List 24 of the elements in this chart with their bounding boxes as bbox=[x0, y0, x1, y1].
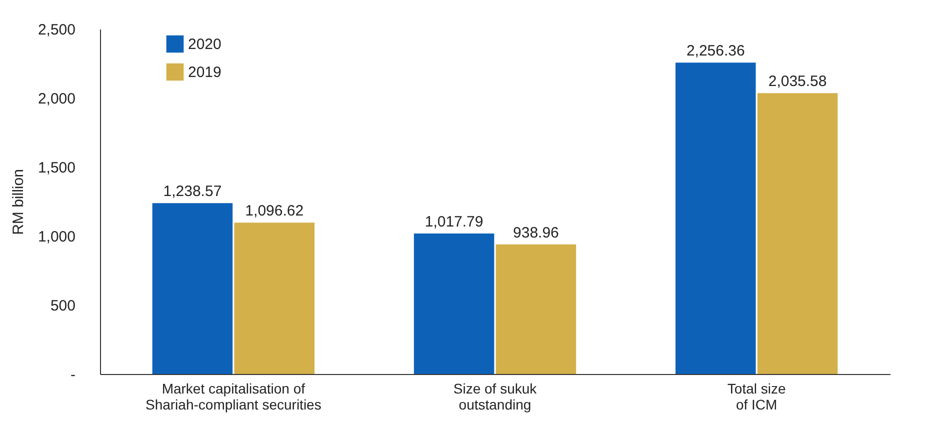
data-label: 2,256.36 bbox=[686, 42, 745, 60]
data-label: 2,035.58 bbox=[768, 73, 827, 90]
data-label: 1,096.62 bbox=[245, 202, 304, 220]
bar bbox=[496, 244, 576, 374]
bar bbox=[675, 62, 756, 374]
bar bbox=[414, 234, 494, 374]
data-label: 1,017.79 bbox=[424, 214, 484, 231]
x-tick-label: Market capitalisation of Shariah-compliant securities bbox=[145, 380, 322, 412]
y-tick-label: 1,500 bbox=[38, 160, 76, 176]
bar bbox=[152, 203, 233, 374]
y-tick-label: - bbox=[70, 366, 76, 384]
y-tick-label: 2,000 bbox=[38, 90, 76, 108]
x-tick-label: Total size of ICM bbox=[727, 380, 786, 412]
bar bbox=[757, 93, 838, 374]
y-tick-label: 2,500 bbox=[38, 22, 76, 38]
y-tick-label: 500 bbox=[50, 298, 76, 314]
legend-label: 2019 bbox=[188, 64, 222, 81]
y-axis-title: RM billion bbox=[10, 169, 27, 235]
data-label: 938.96 bbox=[513, 224, 559, 242]
x-tick-label: Size of sukuk outstanding bbox=[453, 380, 538, 412]
bar bbox=[234, 222, 315, 374]
y-tick-label: 1,000 bbox=[38, 228, 76, 246]
data-label: 1,238.57 bbox=[163, 183, 222, 200]
legend-label: 2020 bbox=[188, 36, 222, 53]
